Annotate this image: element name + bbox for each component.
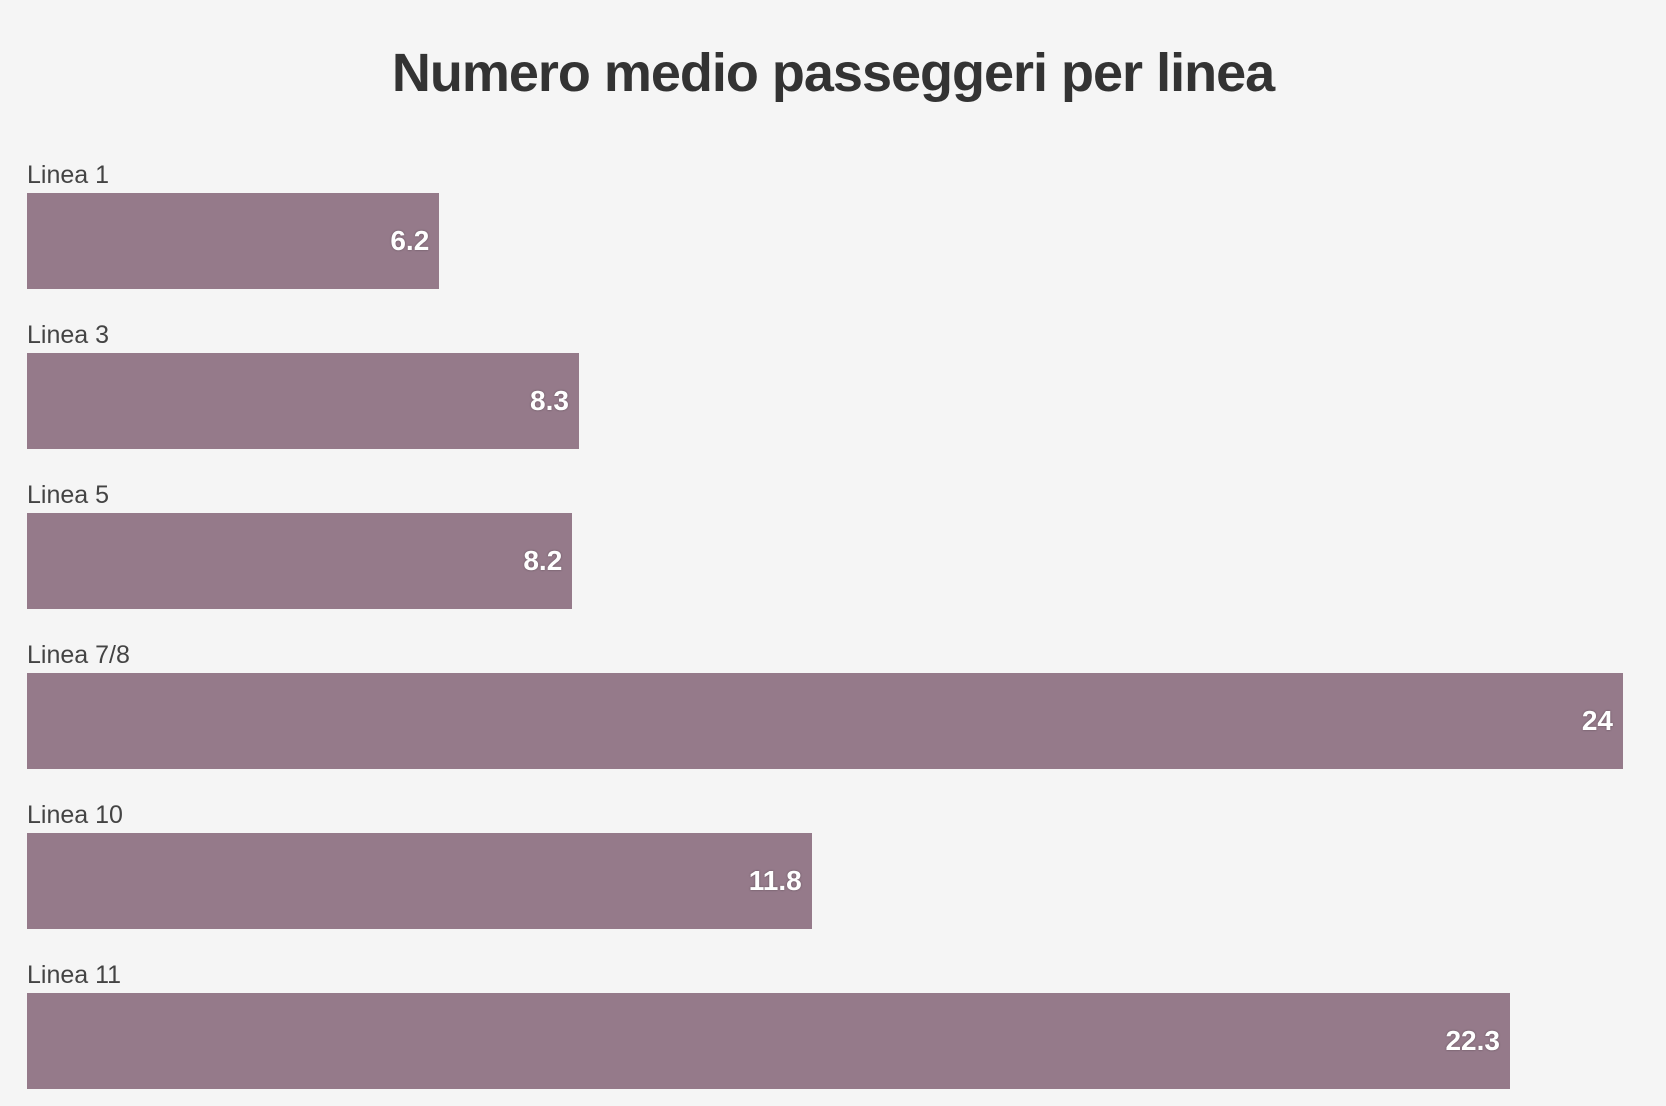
bars-area: Linea 1 6.2 Linea 3 8.3 Linea 5 8.2 Linea 7/8 2… [27, 155, 1637, 1095]
bar-row: Linea 10 11.8 [27, 795, 1637, 945]
category-label: Linea 5 [27, 481, 110, 509]
bar-row: Linea 1 6.2 [27, 155, 1637, 305]
value-label: 8.3 [530, 385, 569, 416]
chart-title: Numero medio passeggeri per linea [391, 43, 1275, 103]
value-label: 22.3 [1445, 1025, 1500, 1056]
bar-row: Linea 5 8.2 [27, 475, 1637, 625]
bar-row: Linea 7/8 24 [27, 635, 1637, 785]
value-label: 24 [1581, 705, 1613, 736]
bar: 8.2 [27, 513, 573, 609]
category-label: Linea 3 [27, 321, 110, 349]
bar: 24 [27, 673, 1623, 769]
category-label: Linea 10 [27, 801, 123, 829]
category-label: Linea 1 [27, 161, 110, 189]
bar: 8.3 [27, 353, 579, 449]
category-label: Linea 7/8 [27, 641, 130, 669]
value-label: 11.8 [748, 865, 802, 896]
bar-row: Linea 3 8.3 [27, 315, 1637, 465]
bar: 22.3 [27, 993, 1510, 1089]
bar: 6.2 [27, 193, 440, 289]
category-label: Linea 11 [27, 961, 122, 989]
value-label: 6.2 [390, 225, 430, 256]
bar-row: Linea 11 22.3 [27, 955, 1637, 1105]
bar: 11.8 [27, 833, 812, 929]
value-label: 8.2 [523, 545, 563, 576]
